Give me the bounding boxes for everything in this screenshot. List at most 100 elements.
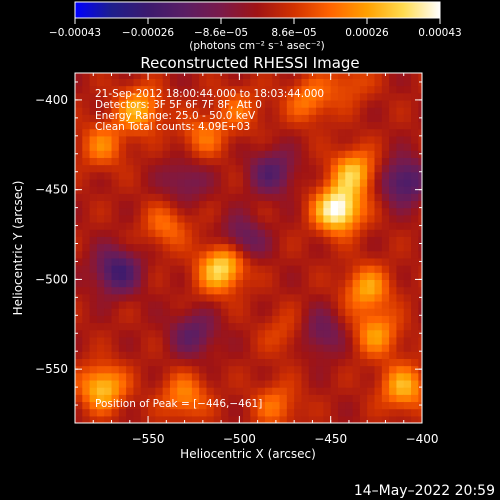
heatmap-cell xyxy=(359,315,368,324)
heatmap-cell xyxy=(403,308,412,316)
heatmap-cell xyxy=(403,401,412,410)
heatmap-cell xyxy=(396,279,405,288)
heatmap-cell xyxy=(104,379,113,388)
heatmap-cell xyxy=(235,143,244,151)
heatmap-cell xyxy=(411,92,419,101)
heatmap-cell xyxy=(221,135,230,144)
heatmap-cell xyxy=(126,322,135,331)
heatmap-cell xyxy=(359,257,368,266)
heatmap-cell xyxy=(374,300,383,309)
heatmap-cell xyxy=(96,293,105,302)
heatmap-cell xyxy=(228,286,237,295)
heatmap-cell xyxy=(235,157,244,166)
heatmap-cell xyxy=(411,85,419,94)
heatmap-cell xyxy=(104,243,113,252)
heatmap-cell xyxy=(96,315,105,324)
heatmap-cell xyxy=(316,114,324,123)
heatmap-cell xyxy=(286,214,295,223)
heatmap-cell xyxy=(345,329,354,338)
heatmap-cell xyxy=(257,394,266,403)
heatmap-cell xyxy=(104,229,113,237)
heatmap-cell xyxy=(374,415,383,423)
x-tick-label: −550 xyxy=(132,432,165,446)
heatmap-cell xyxy=(352,351,361,359)
heatmap-cell xyxy=(279,229,288,237)
heatmap-cell xyxy=(184,164,193,173)
heatmap-cell xyxy=(133,408,142,417)
heatmap-cell xyxy=(169,171,178,180)
heatmap-cell xyxy=(337,250,346,259)
heatmap-cell xyxy=(396,229,405,237)
heatmap-cell xyxy=(403,315,412,324)
heatmap-cell xyxy=(337,279,346,288)
heatmap-cell xyxy=(352,286,361,295)
heatmap-cell xyxy=(294,164,303,173)
heatmap-cell xyxy=(243,250,251,259)
heatmap-cell xyxy=(75,279,83,288)
heatmap-cell xyxy=(75,250,83,259)
heatmap-cell xyxy=(286,193,295,202)
heatmap-cell xyxy=(118,171,127,180)
heatmap-cell xyxy=(191,229,200,237)
heatmap-cell xyxy=(104,92,113,101)
heatmap-cell xyxy=(228,394,237,403)
heatmap-cell xyxy=(323,171,332,180)
heatmap-cell xyxy=(140,315,149,324)
heatmap-cell xyxy=(118,221,127,230)
heatmap-cell xyxy=(272,200,281,209)
heatmap-cell xyxy=(169,365,178,374)
heatmap-cell xyxy=(206,164,215,173)
heatmap-cell xyxy=(301,78,310,87)
heatmap-cell xyxy=(286,387,295,395)
heatmap-cell xyxy=(177,394,186,403)
heatmap-cell xyxy=(228,351,237,359)
heatmap-cell xyxy=(243,387,251,395)
heatmap-cell xyxy=(367,279,376,288)
heatmap-cell xyxy=(323,336,332,345)
heatmap-cell xyxy=(235,221,244,230)
heatmap-cell xyxy=(155,272,164,281)
heatmap-cell xyxy=(89,329,98,338)
heatmap-cell xyxy=(169,300,178,309)
heatmap-cell xyxy=(418,107,422,115)
heatmap-cell xyxy=(243,329,251,338)
heatmap-cell xyxy=(133,221,142,230)
heatmap-cell xyxy=(206,365,215,374)
heatmap-cell xyxy=(191,107,200,115)
heatmap-cell xyxy=(82,336,91,345)
heatmap-cell xyxy=(257,128,266,137)
heatmap-cell xyxy=(330,358,339,367)
heatmap-cell xyxy=(359,351,368,359)
heatmap-cell xyxy=(301,121,310,130)
heatmap-cell xyxy=(352,372,361,381)
heatmap-cell xyxy=(316,408,324,417)
heatmap-cell xyxy=(206,351,215,359)
heatmap-cell xyxy=(213,107,222,115)
heatmap-cell xyxy=(111,293,120,302)
heatmap-cell xyxy=(367,257,376,266)
heatmap-cell xyxy=(381,358,390,367)
heatmap-cell xyxy=(111,186,120,194)
heatmap-cell xyxy=(118,207,127,216)
heatmap-cell xyxy=(272,336,281,345)
heatmap-cell xyxy=(418,214,422,223)
heatmap-cell xyxy=(228,387,237,395)
heatmap-cell xyxy=(82,250,91,259)
heatmap-cell xyxy=(337,293,346,302)
heatmap-cell xyxy=(104,257,113,266)
heatmap-cell xyxy=(411,207,419,216)
heatmap-cell xyxy=(381,329,390,338)
heatmap-cell xyxy=(140,415,149,423)
heatmap-cell xyxy=(294,408,303,417)
heatmap-cell xyxy=(111,207,120,216)
heatmap-cell xyxy=(279,286,288,295)
heatmap-cell xyxy=(133,336,142,345)
heatmap-cell xyxy=(191,372,200,381)
heatmap-cell xyxy=(403,150,412,158)
colorbar-unit-label: (photons cm⁻² s⁻¹ asec⁻²) xyxy=(189,40,324,52)
heatmap-cell xyxy=(206,99,215,108)
heatmap-cell xyxy=(126,214,135,223)
heatmap-cell xyxy=(89,408,98,417)
heatmap-cell xyxy=(418,236,422,245)
heatmap-cell xyxy=(177,257,186,266)
